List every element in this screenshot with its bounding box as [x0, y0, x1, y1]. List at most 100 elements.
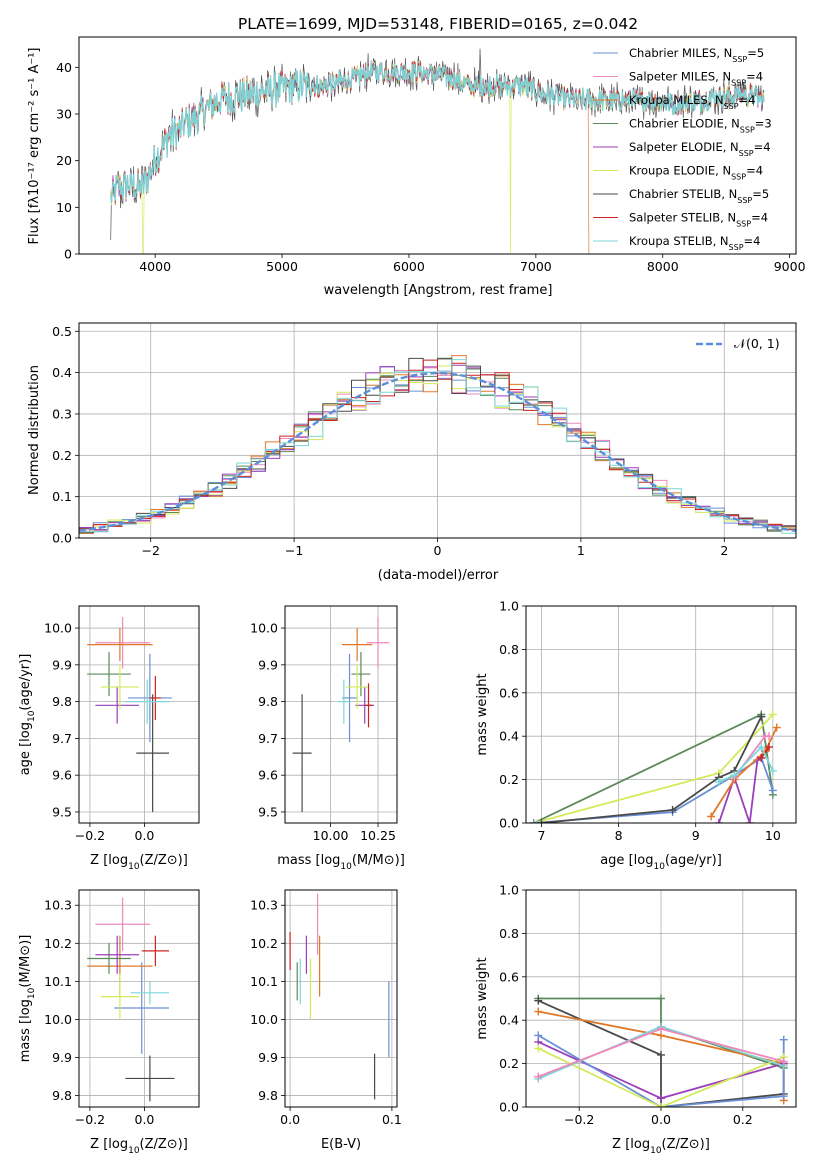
spectrum-title: PLATE=1699, MJD=53148, FIBERID=0165, z=0… [238, 15, 638, 33]
x-tick-label: 0 [434, 543, 442, 558]
residuals-xlabel: (data-model)/error [378, 568, 499, 583]
salpeter_stelib-histogram [79, 359, 796, 530]
y-tick-label: 0.4 [52, 365, 72, 380]
y-tick-label: 10.0 [250, 1012, 278, 1027]
salpeter_miles-marker [779, 1057, 788, 1066]
x-tick-label: 0.0 [135, 828, 155, 843]
legend-label-main: Kroupa STELIB, N [629, 234, 729, 248]
massweight_vs_age-xlabel: age [log10(age/yr)] [600, 853, 722, 872]
salpeter_stelib-legend-label: Salpeter STELIB, NSSP=4 [629, 211, 768, 229]
y-tick-label: 0.3 [52, 406, 72, 421]
kroupa_elodie-marker [657, 1103, 665, 1107]
mass_vs_ebv-grid [285, 890, 397, 1107]
chabrier_miles-legend-label: Chabrier MILES, NSSP=5 [629, 46, 764, 64]
age_vs_z-marks [87, 617, 172, 812]
kroupa_miles-spectrum-line [110, 60, 590, 255]
kroupa_elodie-marker [534, 1044, 543, 1053]
chabrier_miles-marker [779, 1092, 788, 1101]
normal-curve [78, 371, 797, 532]
massweight_vs_z-ticks: −0.2 0.0 0.2 0.0 0.2 0.4 0.6 0.8 1.0 [499, 883, 753, 1128]
legend-label-main: Chabrier MILES, N [629, 46, 732, 60]
massweight_vs_age-marks [529, 710, 781, 823]
y-tick-label: 0 [64, 247, 72, 262]
y-tick-label: 9.5 [52, 804, 72, 819]
legend-label-sub: SSP [739, 149, 754, 158]
mass_vs_z-ylabel-main: mass [log [18, 999, 33, 1062]
residuals-ylabel: Normed distribution [27, 365, 42, 495]
chabrier_elodie-legend-label: Chabrier ELODIE, NSSP=3 [629, 117, 772, 135]
residuals-legend: 𝒩(0, 1) [696, 336, 780, 351]
chabrier_stelib-marker [537, 819, 546, 823]
age_vs_z-ylabel-sub: 10 [27, 710, 37, 722]
age_vs_z-xlabel-main: Z [log [90, 853, 128, 868]
y-tick-label: 9.8 [258, 1088, 278, 1103]
legend-label-main: Salpeter ELODIE, N [629, 140, 739, 154]
chabrier_stelib-marker [657, 1050, 665, 1059]
y-tick-label: 10.1 [44, 974, 72, 989]
legend-label-sub: SSP [724, 102, 739, 111]
kroupa_miles-marker [772, 723, 781, 732]
age_vs_z-ticks: −0.2 0.0 9.5 9.6 9.7 9.8 9.9 10.0 [44, 621, 154, 843]
age_vs_mass-marks [292, 617, 390, 812]
y-tick-label: 0.0 [499, 816, 519, 831]
kroupa_miles-marker [707, 812, 716, 821]
spectrum-ylabel: Flux [fλ10⁻¹⁷ erg cm⁻² s⁻¹ A⁻¹] [27, 48, 42, 245]
massweight_vs_age-xlabel-end: (age/yr)] [665, 853, 722, 868]
legend-label-sub: SSP [740, 125, 755, 134]
mass_vs_ebv-ticks: 0.0 0.1 9.8 9.9 10.0 10.1 10.2 10.3 [250, 898, 402, 1127]
kroupa_stelib-weight-line [718, 745, 774, 783]
legend-label-end: =4 [754, 140, 771, 154]
y-tick-label: 9.9 [52, 1050, 72, 1065]
chabrier_miles-marker [768, 786, 777, 795]
y-tick-label: 1.0 [499, 883, 519, 898]
chabrier_stelib-legend-label: Chabrier STELIB, NSSP=5 [629, 187, 769, 205]
legend-label-sub: SSP [737, 196, 752, 205]
legend-label-main: Kroupa MILES, N [629, 93, 724, 107]
x-tick-label: −2 [141, 543, 159, 558]
legend-label-sub: SSP [731, 78, 746, 87]
kroupa_elodie-spectrum-line [110, 61, 765, 255]
massweight_vs_z-xlabel-end: (Z/Z⊙)] [662, 1137, 710, 1152]
age_vs_z-panel: −0.2 0.09.59.69.79.89.910.0Z [log10(Z/Z⊙)… [18, 605, 200, 872]
y-tick-label: 20 [56, 153, 72, 168]
y-tick-label: 9.8 [52, 694, 72, 709]
kroupa_elodie-weight-line [537, 1047, 785, 1107]
y-tick-label: 9.5 [258, 804, 278, 819]
y-tick-label: 0.6 [499, 969, 519, 984]
legend-label-sub: SSP [732, 55, 747, 64]
y-tick-label: 10.0 [44, 1012, 72, 1027]
massweight_vs_z-xlabel: Z [log10(Z/Z⊙)] [612, 1137, 710, 1156]
kroupa_stelib-marker [757, 743, 766, 752]
mass_vs_z-ylabel-end: (M/M⊙)] [18, 935, 33, 988]
x-tick-label: 10 [765, 828, 781, 843]
age_vs_mass-axes-frame [284, 605, 398, 824]
chabrier_elodie-weight-line [533, 713, 774, 823]
legend-label-main: Kroupa ELODIE, N [629, 164, 731, 178]
x-tick-label: 0.2 [733, 1112, 753, 1127]
chabrier_elodie-spectrum-line [110, 62, 765, 204]
chabrier_miles-marker [779, 1035, 788, 1044]
y-tick-label: 10.0 [44, 621, 72, 636]
y-tick-label: 0.4 [499, 1013, 519, 1028]
y-tick-label: 0.2 [499, 1056, 519, 1071]
age_vs_mass-xlabel: mass [log10(M/M⊙)] [277, 853, 405, 872]
x-tick-label: 9000 [774, 259, 806, 274]
kroupa_elodie-marker [768, 710, 777, 719]
chabrier_stelib-marker [757, 712, 766, 721]
spectrum-axes-frame [78, 36, 797, 255]
y-tick-label: 9.7 [52, 731, 72, 746]
y-tick-label: 0.4 [499, 729, 519, 744]
salpeter_stelib-weight-line [760, 746, 770, 759]
age_vs_z-axes-frame [78, 605, 200, 824]
massweight_vs_age-ylabel: mass weight [475, 673, 490, 755]
normal-legend-label: 𝒩(0, 1) [734, 336, 780, 351]
legend-label-end: =4 [751, 211, 768, 225]
salpeter_stelib-marker [765, 743, 773, 752]
y-tick-label: 0.6 [499, 685, 519, 700]
kroupa_miles-weight-line [710, 727, 778, 817]
legend-label-end: =5 [752, 187, 769, 201]
legend-label-sub: SSP [731, 172, 746, 181]
salpeter_miles-marker [534, 1072, 543, 1081]
